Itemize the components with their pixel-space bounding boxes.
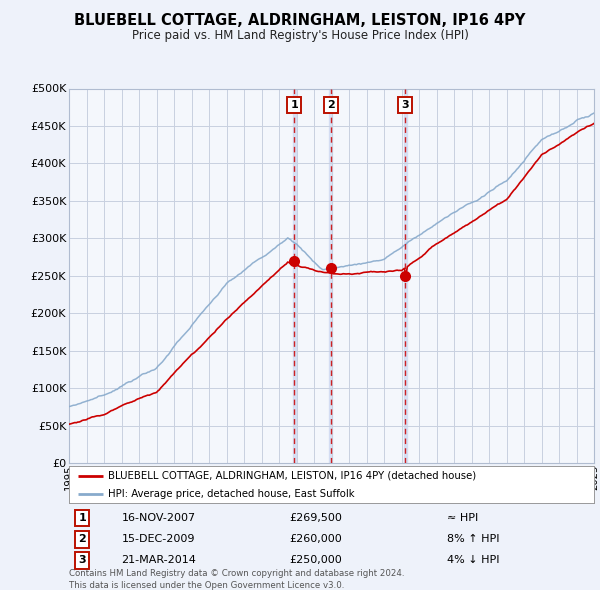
Text: 2: 2 [78, 535, 86, 545]
Text: 4% ↓ HPI: 4% ↓ HPI [447, 555, 499, 565]
Text: 1: 1 [78, 513, 86, 523]
Text: £260,000: £260,000 [290, 535, 342, 545]
Text: 21-MAR-2014: 21-MAR-2014 [121, 555, 196, 565]
Text: 3: 3 [79, 555, 86, 565]
Text: Price paid vs. HM Land Registry's House Price Index (HPI): Price paid vs. HM Land Registry's House … [131, 29, 469, 42]
Text: BLUEBELL COTTAGE, ALDRINGHAM, LEISTON, IP16 4PY: BLUEBELL COTTAGE, ALDRINGHAM, LEISTON, I… [74, 13, 526, 28]
Text: 3: 3 [401, 100, 409, 110]
Text: HPI: Average price, detached house, East Suffolk: HPI: Average price, detached house, East… [109, 489, 355, 499]
Bar [404, 88, 407, 463]
Text: 15-DEC-2009: 15-DEC-2009 [121, 535, 195, 545]
Text: BLUEBELL COTTAGE, ALDRINGHAM, LEISTON, IP16 4PY (detached house): BLUEBELL COTTAGE, ALDRINGHAM, LEISTON, I… [109, 471, 476, 481]
Bar [329, 88, 332, 463]
Text: 16-NOV-2007: 16-NOV-2007 [121, 513, 196, 523]
Bar [293, 88, 296, 463]
Text: Contains HM Land Registry data © Crown copyright and database right 2024.
This d: Contains HM Land Registry data © Crown c… [69, 569, 404, 590]
Text: £250,000: £250,000 [290, 555, 342, 565]
Text: £269,500: £269,500 [290, 513, 343, 523]
Text: 2: 2 [327, 100, 335, 110]
Text: 8% ↑ HPI: 8% ↑ HPI [447, 535, 499, 545]
Text: 1: 1 [290, 100, 298, 110]
Text: ≈ HPI: ≈ HPI [447, 513, 478, 523]
